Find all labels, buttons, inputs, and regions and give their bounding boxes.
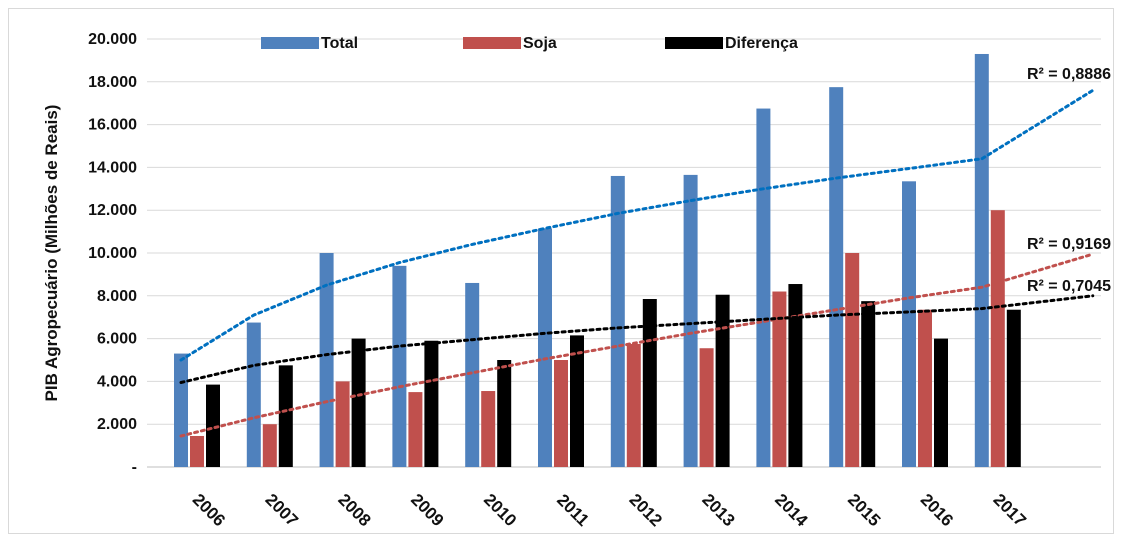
bar-diferen-a: [642, 299, 657, 467]
bar-diferen-a: [206, 384, 220, 467]
bar-total: [829, 87, 844, 468]
legend-item-diferen-a: Diferença: [665, 35, 798, 52]
legend-item-soja: Soja: [463, 35, 557, 52]
y-tick-label: 14.000: [88, 159, 137, 176]
chart-svg: - 2.000 4.000 6.000 8.000 10.000 12.000 14.000 1…: [42, 31, 1111, 531]
bar-total: [974, 53, 989, 467]
x-tick-label: 2010: [480, 490, 520, 530]
y-tick-label: 2.000: [97, 416, 137, 433]
x-tick-label: 2014: [771, 490, 812, 531]
x-tick-label: 2013: [698, 490, 738, 530]
y-tick-label: 16.000: [88, 117, 137, 134]
bar-total: [610, 175, 625, 467]
bar-total: [538, 228, 552, 467]
legend-layer: Total Soja Diferença: [261, 35, 798, 52]
bar-diferen-a: [861, 301, 876, 467]
legend-swatch: [665, 37, 723, 49]
bar-total: [683, 174, 698, 467]
legend-label: Total: [321, 35, 358, 52]
bar-diferen-a: [424, 340, 439, 467]
x-tick-label: 2016: [917, 490, 957, 530]
bar-diferen-a: [715, 294, 730, 467]
bar-total: [246, 322, 261, 467]
y-tick-label: 12.000: [88, 202, 137, 219]
bar-soja: [408, 392, 423, 467]
legend-label: Diferença: [725, 35, 798, 52]
x-tick-label: 2009: [407, 490, 447, 530]
chart-frame: - 2.000 4.000 6.000 8.000 10.000 12.000 14.000 1…: [8, 8, 1114, 534]
x-tick-label: 2011: [553, 490, 593, 530]
bar-total: [319, 253, 334, 467]
bar-soja: [262, 424, 277, 467]
bar-diferen-a: [1006, 309, 1021, 467]
y-tick-label: 18.000: [88, 74, 137, 91]
x-tick-label: 2017: [990, 490, 1030, 530]
bar-soja: [772, 291, 787, 467]
y-tick-label: 6.000: [97, 331, 137, 348]
trendline-r2-label: R² = 0,8886: [1027, 66, 1111, 83]
bar-diferen-a: [351, 338, 366, 467]
y-tick-label: 8.000: [97, 288, 137, 305]
trendline-r2-label: R² = 0,9169: [1027, 236, 1111, 253]
bar-soja: [554, 360, 568, 467]
bar-diferen-a: [497, 360, 512, 467]
x-tick-label: 2008: [334, 490, 374, 530]
bar-soja: [990, 210, 1005, 467]
bar-diferen-a: [570, 335, 584, 467]
bar-soja: [190, 435, 204, 467]
y-tick-label: 20.000: [88, 31, 137, 48]
x-tick-label: 2007: [262, 490, 302, 530]
trendline-r2-label: R² = 0,7045: [1027, 278, 1111, 295]
bar-diferen-a: [788, 284, 803, 467]
bar-total: [756, 108, 771, 468]
label-layer: R² = 0,8886 R² = 0,9169 R² = 0,7045: [1027, 66, 1111, 295]
y-tick-label: -: [132, 459, 137, 476]
x-tick-label: 2012: [626, 490, 666, 530]
trendline-total: [179, 88, 1095, 362]
x-tick-label: 2015: [844, 490, 884, 530]
trend-layer: [179, 88, 1095, 438]
y-tick-label: 4.000: [97, 373, 137, 390]
legend-swatch: [463, 37, 521, 49]
bar-soja: [699, 348, 714, 467]
bar-total: [392, 265, 407, 467]
bar-soja: [481, 391, 496, 467]
legend-label: Soja: [523, 35, 557, 52]
trendline-soja: [179, 252, 1095, 438]
bar-layer: [174, 53, 1021, 468]
legend-swatch: [261, 37, 319, 49]
y-tick-label: 10.000: [88, 245, 137, 262]
bar-soja: [845, 253, 860, 467]
y-axis-label: PIB Agropecuário (Milhões de Reais): [42, 105, 61, 402]
bar-soja: [918, 309, 932, 467]
bar-diferen-a: [934, 338, 948, 467]
bar-diferen-a: [278, 365, 293, 467]
trendline-diferen-a: [179, 294, 1095, 384]
bar-soja: [626, 343, 641, 467]
legend-item-total: Total: [261, 35, 358, 52]
bar-total: [465, 282, 480, 467]
bar-total: [174, 353, 188, 467]
bar-total: [902, 181, 916, 467]
bar-soja: [335, 381, 350, 467]
x-tick-label: 2006: [189, 490, 229, 530]
